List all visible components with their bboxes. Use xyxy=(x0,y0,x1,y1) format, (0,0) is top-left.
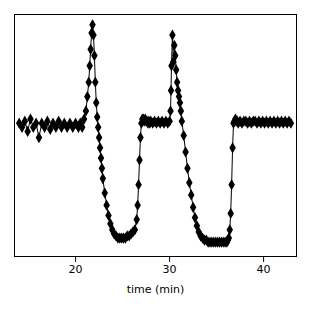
svg-text:time (min): time (min) xyxy=(127,283,185,296)
svg-text:20: 20 xyxy=(69,263,83,276)
svg-text:40: 40 xyxy=(257,263,271,276)
svg-text:30: 30 xyxy=(163,263,177,276)
